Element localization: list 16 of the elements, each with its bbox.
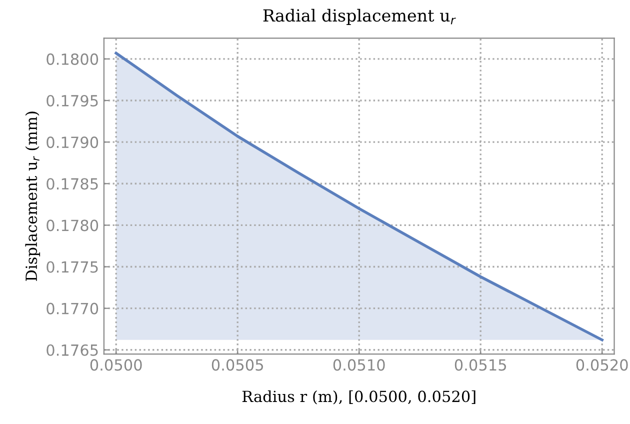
x-tick-label: 0.0500 — [90, 359, 142, 371]
y-axis-title: Displacement u$_{r}$ (mm) — [25, 112, 40, 281]
y-tick-label: 0.1765 — [46, 344, 98, 356]
x-tick-label: 0.0515 — [454, 359, 506, 371]
x-tick-label: 0.0510 — [333, 359, 385, 371]
chart-title: Radial displacement u$_{r}$ — [263, 8, 456, 25]
y-tick-label: 0.1795 — [46, 94, 98, 107]
x-axis-title: Radius r (m), [0.0500, 0.0520] — [242, 390, 476, 404]
y-tick-label: 0.1790 — [46, 136, 98, 148]
x-tick-label: 0.0520 — [576, 359, 628, 371]
y-tick-label: 0.1785 — [46, 178, 98, 190]
y-tick-label: 0.1770 — [46, 302, 98, 314]
y-tick-label: 0.1775 — [46, 261, 98, 273]
x-tick-label: 0.0505 — [212, 359, 263, 371]
y-tick-label: 0.1780 — [46, 220, 98, 232]
y-tick-label: 0.1800 — [46, 53, 98, 65]
